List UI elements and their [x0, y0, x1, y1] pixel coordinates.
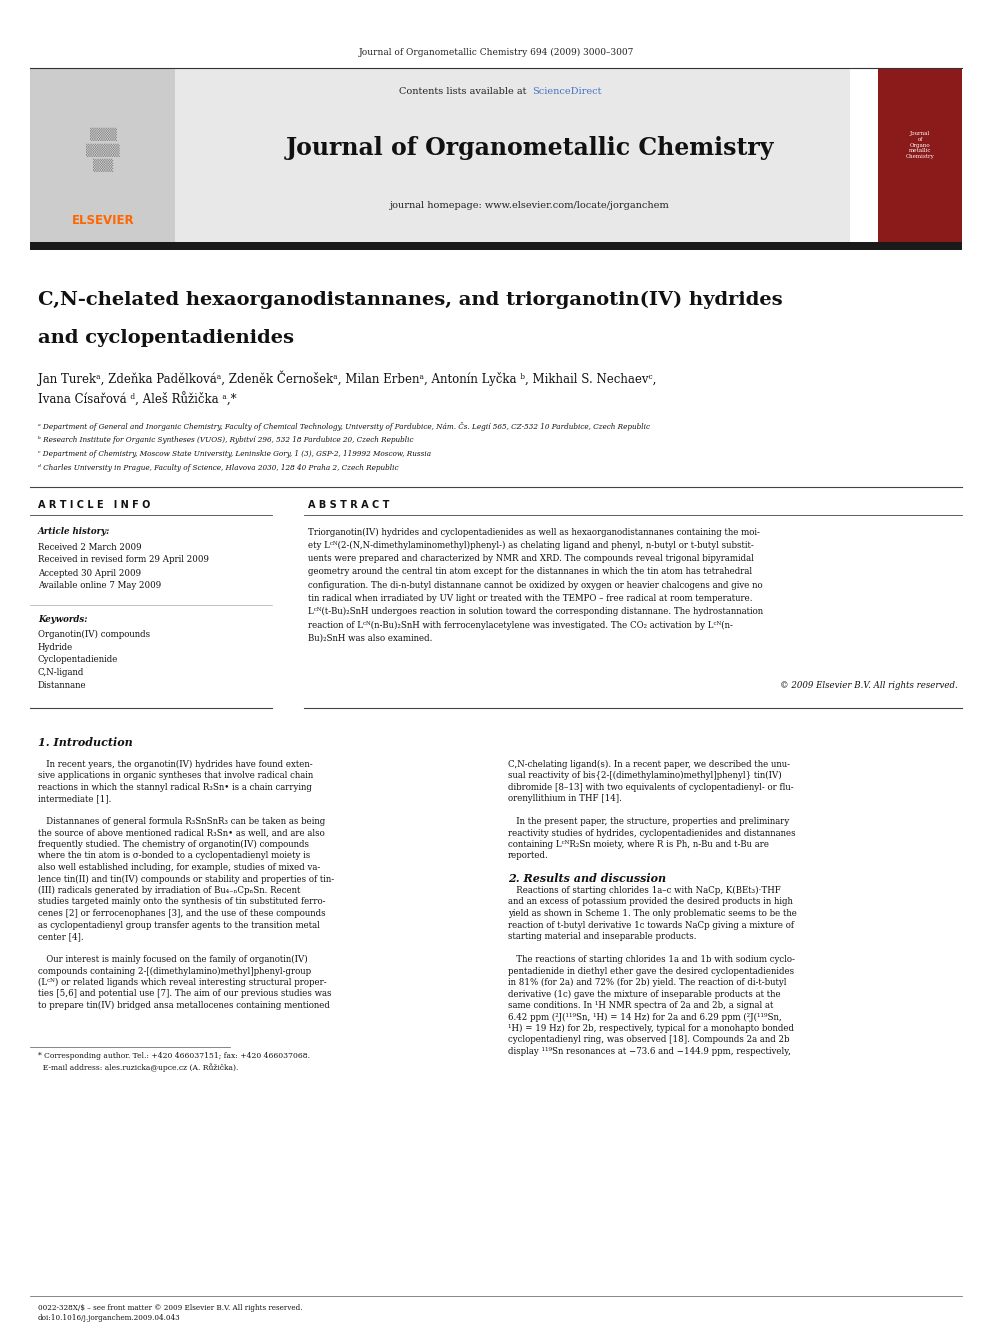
Text: Accepted 30 April 2009: Accepted 30 April 2009 [38, 569, 141, 578]
Text: C,N-chelating ligand(s). In a recent paper, we described the unu-: C,N-chelating ligand(s). In a recent pap… [508, 759, 790, 769]
Text: Received in revised form 29 April 2009: Received in revised form 29 April 2009 [38, 556, 209, 565]
Text: where the tin atom is σ-bonded to a cyclopentadienyl moiety is: where the tin atom is σ-bonded to a cycl… [38, 852, 310, 860]
Text: also well established including, for example, studies of mixed va-: also well established including, for exa… [38, 863, 320, 872]
Text: starting material and inseparable products.: starting material and inseparable produc… [508, 931, 696, 941]
Text: 0022-328X/$ – see front matter © 2009 Elsevier B.V. All rights reserved.: 0022-328X/$ – see front matter © 2009 El… [38, 1304, 303, 1312]
Text: geometry around the central tin atom except for the distannanes in which the tin: geometry around the central tin atom exc… [308, 568, 752, 577]
Text: (Lᶜᴺ) or related ligands which reveal interesting structural proper-: (Lᶜᴺ) or related ligands which reveal in… [38, 978, 326, 987]
Text: ᶜ Department of Chemistry, Moscow State University, Leninskie Gory, 1 (3), GSP-2: ᶜ Department of Chemistry, Moscow State … [38, 450, 432, 458]
Text: Jan Turekᵃ, Zdeňka Padělkováᵃ, Zdeněk Černošekᵃ, Milan Erbenᵃ, Antonín Lyčka ᵇ, : Jan Turekᵃ, Zdeňka Padělkováᵃ, Zdeněk Če… [38, 370, 657, 386]
Text: ▒▒▒▒
▒▒▒▒▒
▒▒▒: ▒▒▒▒ ▒▒▒▒▒ ▒▒▒ [86, 128, 120, 172]
FancyBboxPatch shape [878, 69, 962, 242]
Text: Hydride: Hydride [38, 643, 73, 651]
Text: The reactions of starting chlorides 1a and 1b with sodium cyclo-: The reactions of starting chlorides 1a a… [508, 955, 795, 964]
Text: reactivity studies of hydrides, cyclopentadienides and distannanes: reactivity studies of hydrides, cyclopen… [508, 828, 796, 837]
Text: lence tin(II) and tin(IV) compounds or stability and properties of tin-: lence tin(II) and tin(IV) compounds or s… [38, 875, 334, 884]
Text: 2. Results and discussion: 2. Results and discussion [508, 873, 666, 885]
Text: yield as shown in Scheme 1. The only problematic seems to be the: yield as shown in Scheme 1. The only pro… [508, 909, 797, 918]
Text: journal homepage: www.elsevier.com/locate/jorganchem: journal homepage: www.elsevier.com/locat… [390, 201, 670, 209]
FancyBboxPatch shape [30, 69, 175, 242]
Text: C,N-ligand: C,N-ligand [38, 668, 84, 677]
Text: in 81% (for 2a) and 72% (for 2b) yield. The reaction of di-t-butyl: in 81% (for 2a) and 72% (for 2b) yield. … [508, 978, 787, 987]
Text: uents were prepared and characterized by NMR and XRD. The compounds reveal trigo: uents were prepared and characterized by… [308, 554, 754, 564]
Text: C,N-chelated hexaorganodistannanes, and triorganotin(IV) hydrides: C,N-chelated hexaorganodistannanes, and … [38, 291, 783, 310]
Text: © 2009 Elsevier B.V. All rights reserved.: © 2009 Elsevier B.V. All rights reserved… [781, 680, 958, 689]
Text: pentadienide in diethyl ether gave the desired cyclopentadienides: pentadienide in diethyl ether gave the d… [508, 967, 795, 975]
Text: doi:10.1016/j.jorganchem.2009.04.043: doi:10.1016/j.jorganchem.2009.04.043 [38, 1314, 181, 1322]
Text: cenes [2] or ferrocenophanes [3], and the use of these compounds: cenes [2] or ferrocenophanes [3], and th… [38, 909, 325, 918]
Text: Journal of Organometallic Chemistry: Journal of Organometallic Chemistry [286, 136, 774, 160]
Text: reported.: reported. [508, 852, 549, 860]
Text: Contents lists available at: Contents lists available at [400, 87, 530, 97]
Text: Lᶜᴺ(t-Bu)₂SnH undergoes reaction in solution toward the corresponding distannane: Lᶜᴺ(t-Bu)₂SnH undergoes reaction in solu… [308, 607, 763, 617]
Text: Distannane: Distannane [38, 681, 86, 691]
Text: frequently studied. The chemistry of organotin(IV) compounds: frequently studied. The chemistry of org… [38, 840, 309, 849]
Text: center [4].: center [4]. [38, 931, 83, 941]
Text: Distannanes of general formula R₃SnSnR₃ can be taken as being: Distannanes of general formula R₃SnSnR₃ … [38, 818, 325, 826]
Text: Bu)₂SnH was also examined.: Bu)₂SnH was also examined. [308, 634, 433, 643]
Text: Organotin(IV) compounds: Organotin(IV) compounds [38, 630, 150, 639]
Text: * Corresponding author. Tel.: +420 466037151; fax: +420 466037068.: * Corresponding author. Tel.: +420 46603… [38, 1053, 310, 1061]
Text: to prepare tin(IV) bridged ansa metallocenes containing mentioned: to prepare tin(IV) bridged ansa metalloc… [38, 1002, 330, 1009]
Text: (III) radicals generated by irradiation of Bu₄₋ₙCpₙSn. Recent: (III) radicals generated by irradiation … [38, 886, 301, 896]
Text: compounds containing 2-[(dimethylamino)methyl]phenyl-group: compounds containing 2-[(dimethylamino)m… [38, 966, 311, 975]
FancyBboxPatch shape [30, 69, 850, 242]
Text: Keywords:: Keywords: [38, 615, 87, 624]
Text: sive applications in organic syntheses that involve radical chain: sive applications in organic syntheses t… [38, 771, 313, 781]
Text: and cyclopentadienides: and cyclopentadienides [38, 329, 294, 347]
Text: A R T I C L E   I N F O: A R T I C L E I N F O [38, 500, 151, 509]
Text: ᵈ Charles University in Prague, Faculty of Science, Hlavova 2030, 128 40 Praha 2: ᵈ Charles University in Prague, Faculty … [38, 464, 399, 472]
Text: Journal of Organometallic Chemistry 694 (2009) 3000–3007: Journal of Organometallic Chemistry 694 … [358, 48, 634, 57]
Text: and an excess of potassium provided the desired products in high: and an excess of potassium provided the … [508, 897, 793, 906]
Text: same conditions. In ¹H NMR spectra of 2a and 2b, a signal at: same conditions. In ¹H NMR spectra of 2a… [508, 1002, 774, 1009]
Text: ties [5,6] and potential use [7]. The aim of our previous studies was: ties [5,6] and potential use [7]. The ai… [38, 990, 331, 999]
Text: derivative (1c) gave the mixture of inseparable products at the: derivative (1c) gave the mixture of inse… [508, 990, 781, 999]
Text: Received 2 March 2009: Received 2 March 2009 [38, 542, 142, 552]
Text: ᵃ Department of General and Inorganic Chemistry, Faculty of Chemical Technology,: ᵃ Department of General and Inorganic Ch… [38, 422, 650, 430]
Text: In recent years, the organotin(IV) hydrides have found exten-: In recent years, the organotin(IV) hydri… [38, 759, 312, 769]
Text: dibromide [8–13] with two equivalents of cyclopentadienyl- or flu-: dibromide [8–13] with two equivalents of… [508, 782, 794, 791]
Text: reaction of Lᶜᴺ(n-Bu)₂SnH with ferrocenylacetylene was investigated. The CO₂ act: reaction of Lᶜᴺ(n-Bu)₂SnH with ferroceny… [308, 620, 733, 630]
Text: orenyllithium in THF [14].: orenyllithium in THF [14]. [508, 794, 622, 803]
Text: the source of above mentioned radical R₃Sn• as well, and are also: the source of above mentioned radical R₃… [38, 828, 324, 837]
Text: ScienceDirect: ScienceDirect [532, 87, 601, 97]
Text: display ¹¹⁹Sn resonances at −73.6 and −144.9 ppm, respectively,: display ¹¹⁹Sn resonances at −73.6 and −1… [508, 1046, 791, 1056]
Text: In the present paper, the structure, properties and preliminary: In the present paper, the structure, pro… [508, 818, 790, 826]
Text: E-mail address: ales.ruzicka@upce.cz (A. Růžička).: E-mail address: ales.ruzicka@upce.cz (A.… [38, 1064, 238, 1072]
Text: ᵇ Research Institute for Organic Syntheses (VUOS), Rybitví 296, 532 18 Pardubice: ᵇ Research Institute for Organic Synthes… [38, 437, 414, 445]
Text: reaction of t-butyl derivative 1c towards NaCp giving a mixture of: reaction of t-butyl derivative 1c toward… [508, 921, 794, 930]
Text: Cyclopentadienide: Cyclopentadienide [38, 655, 118, 664]
Text: Triorganotin(IV) hydrides and cyclopentadienides as well as hexaorganodistannane: Triorganotin(IV) hydrides and cyclopenta… [308, 528, 760, 537]
Text: reactions in which the stannyl radical R₃Sn• is a chain carrying: reactions in which the stannyl radical R… [38, 782, 311, 791]
Text: as cyclopentadienyl group transfer agents to the transition metal: as cyclopentadienyl group transfer agent… [38, 921, 319, 930]
Text: Article history:: Article history: [38, 528, 110, 537]
Text: 6.42 ppm (²J(¹¹⁹Sn, ¹H) = 14 Hz) for 2a and 6.29 ppm (²J(¹¹⁹Sn,: 6.42 ppm (²J(¹¹⁹Sn, ¹H) = 14 Hz) for 2a … [508, 1012, 782, 1021]
Text: sual reactivity of bis{2-[(dimethylamino)methyl]phenyl} tin(IV): sual reactivity of bis{2-[(dimethylamino… [508, 771, 782, 781]
Text: configuration. The di-n-butyl distannane cannot be oxidized by oxygen or heavier: configuration. The di-n-butyl distannane… [308, 581, 763, 590]
FancyBboxPatch shape [30, 242, 962, 250]
Text: cyclopentadienyl ring, was observed [18]. Compounds 2a and 2b: cyclopentadienyl ring, was observed [18]… [508, 1036, 790, 1044]
Text: Available online 7 May 2009: Available online 7 May 2009 [38, 582, 162, 590]
Text: intermediate [1].: intermediate [1]. [38, 794, 111, 803]
Text: ¹H) = 19 Hz) for 2b, respectively, typical for a monohapto bonded: ¹H) = 19 Hz) for 2b, respectively, typic… [508, 1024, 794, 1033]
Text: Ivana Císařová ᵈ, Aleš Růžička ᵃ,*: Ivana Císařová ᵈ, Aleš Růžička ᵃ,* [38, 393, 237, 407]
Text: 1. Introduction: 1. Introduction [38, 737, 133, 747]
Text: A B S T R A C T: A B S T R A C T [308, 500, 390, 509]
Text: ELSEVIER: ELSEVIER [71, 213, 134, 226]
Text: studies targeted mainly onto the synthesis of tin substituted ferro-: studies targeted mainly onto the synthes… [38, 897, 325, 906]
Text: ety Lᶜᴺ(2-(N,N-dimethylaminomethyl)phenyl-) as chelating ligand and phenyl, n-bu: ety Lᶜᴺ(2-(N,N-dimethylaminomethyl)pheny… [308, 541, 754, 550]
Text: containing LᶜᴺR₂Sn moiety, where R is Ph, n-Bu and t-Bu are: containing LᶜᴺR₂Sn moiety, where R is Ph… [508, 840, 769, 849]
Text: Our interest is mainly focused on the family of organotin(IV): Our interest is mainly focused on the fa… [38, 955, 308, 964]
Text: Reactions of starting chlorides 1a–c with NaCp, K(BEt₃)·THF: Reactions of starting chlorides 1a–c wit… [508, 886, 781, 896]
Text: Journal
of
Organo
metallic
Chemistry: Journal of Organo metallic Chemistry [906, 131, 934, 159]
Text: tin radical when irradiated by UV light or treated with the TEMPO – free radical: tin radical when irradiated by UV light … [308, 594, 753, 603]
